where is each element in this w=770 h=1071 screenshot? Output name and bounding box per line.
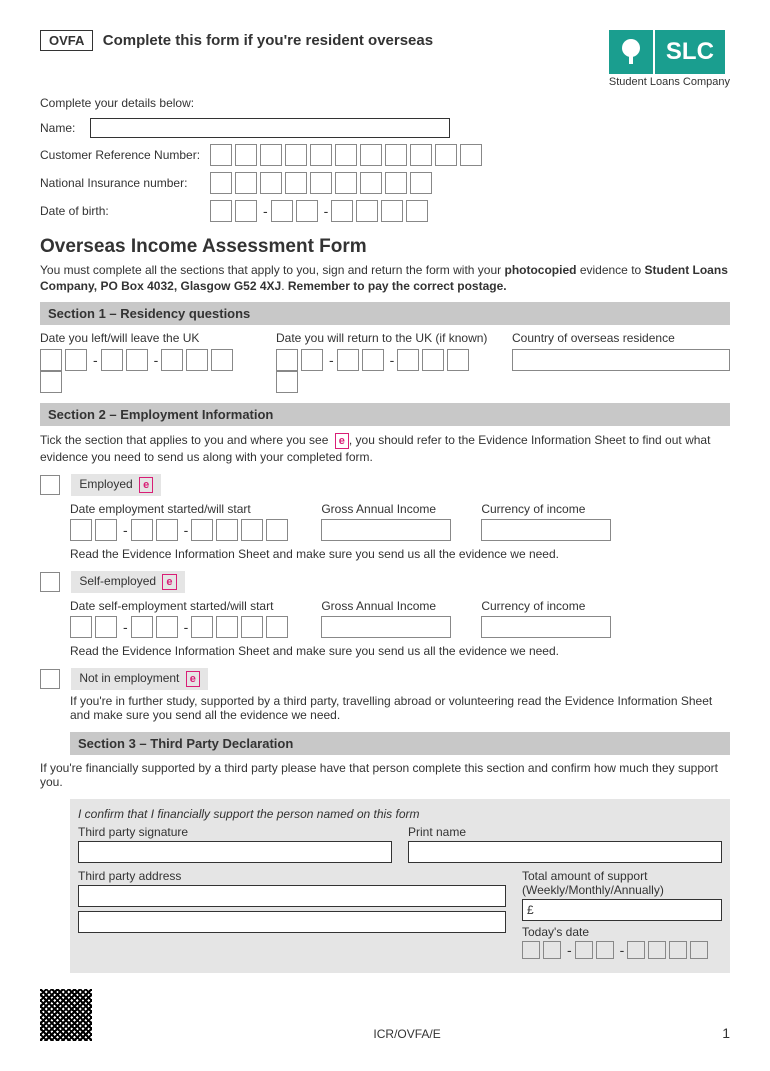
logo-caption: Student Loans Company — [609, 76, 730, 88]
header-title: Complete this form if you're resident ov… — [103, 32, 433, 49]
tree-icon — [609, 30, 653, 74]
return-uk-label: Date you will return to the UK (if known… — [276, 331, 494, 345]
currency-label-2: Currency of income — [481, 599, 611, 613]
not-emp-note: If you're in further study, supported by… — [70, 694, 730, 722]
self-employed-label: Self-employed e — [71, 571, 184, 593]
footer-code: ICR/OVFA/E — [373, 1027, 440, 1041]
tp-sig-label: Third party signature — [78, 825, 392, 839]
crn-label: Customer Reference Number: — [40, 148, 210, 162]
tp-amount-input[interactable] — [534, 901, 717, 919]
gross-input-2[interactable] — [321, 616, 451, 638]
tp-confirm: I confirm that I financially support the… — [78, 807, 722, 821]
not-employed-label: Not in employment e — [71, 668, 208, 690]
e-badge-icon: e — [335, 433, 349, 449]
third-party-box: I confirm that I financially support the… — [70, 799, 730, 973]
tp-sig-input[interactable] — [78, 841, 392, 863]
tp-today-label: Today's date — [522, 925, 722, 939]
date-emp-boxes[interactable]: -- — [70, 522, 291, 536]
qr-code-icon — [40, 989, 92, 1041]
date-self-boxes[interactable]: -- — [70, 619, 291, 633]
employed-checkbox[interactable] — [40, 475, 60, 495]
tp-addr-input-2[interactable] — [78, 911, 506, 933]
currency-input-2[interactable] — [481, 616, 611, 638]
employed-label: Employed e — [71, 474, 161, 496]
tp-today-boxes[interactable]: -- — [522, 942, 711, 956]
details-subtitle: Complete your details below: — [40, 96, 730, 110]
gross-label-1: Gross Annual Income — [321, 502, 451, 516]
date-self-label: Date self-employment started/will start — [70, 599, 291, 613]
date-emp-label: Date employment started/will start — [70, 502, 291, 516]
dob-label: Date of birth: — [40, 204, 210, 218]
evidence-note-2: Read the Evidence Information Sheet and … — [70, 644, 730, 658]
ovfa-badge: OVFA — [40, 30, 93, 51]
slc-text: SLC — [655, 30, 725, 74]
tp-addr-input-1[interactable] — [78, 885, 506, 907]
return-uk-date[interactable]: -- — [276, 353, 472, 389]
left-uk-label: Date you left/will leave the UK — [40, 331, 258, 345]
dob-boxes[interactable]: -- — [210, 200, 431, 222]
not-employed-checkbox[interactable] — [40, 669, 60, 689]
slc-logo: SLC Student Loans Company — [609, 30, 730, 88]
currency-input-1[interactable] — [481, 519, 611, 541]
name-label: Name: — [40, 121, 90, 135]
ni-boxes[interactable] — [210, 172, 435, 194]
section3-intro: If you're financially supported by a thi… — [40, 761, 730, 789]
evidence-note-1: Read the Evidence Information Sheet and … — [70, 547, 730, 561]
self-employed-checkbox[interactable] — [40, 572, 60, 592]
tp-print-input[interactable] — [408, 841, 722, 863]
tp-addr-label: Third party address — [78, 869, 506, 883]
crn-boxes[interactable] — [210, 144, 485, 166]
section2-intro: Tick the section that applies to you and… — [40, 432, 730, 465]
country-input[interactable] — [512, 349, 730, 371]
gross-label-2: Gross Annual Income — [321, 599, 451, 613]
country-label: Country of overseas residence — [512, 331, 730, 345]
form-title: Overseas Income Assessment Form — [40, 236, 730, 258]
tp-amount-label: Total amount of support (Weekly/Monthly/… — [522, 869, 722, 897]
section2-header: Section 2 – Employment Information — [40, 403, 730, 426]
name-input[interactable] — [90, 118, 450, 138]
gross-input-1[interactable] — [321, 519, 451, 541]
ni-label: National Insurance number: — [40, 176, 210, 190]
page-number: 1 — [722, 1025, 730, 1041]
intro-text: You must complete all the sections that … — [40, 262, 730, 294]
left-uk-date[interactable]: -- — [40, 353, 236, 389]
currency-label-1: Currency of income — [481, 502, 611, 516]
tp-print-label: Print name — [408, 825, 722, 839]
pound-sign: £ — [527, 903, 534, 917]
section1-header: Section 1 – Residency questions — [40, 302, 730, 325]
section3-header: Section 3 – Third Party Declaration — [70, 732, 730, 755]
